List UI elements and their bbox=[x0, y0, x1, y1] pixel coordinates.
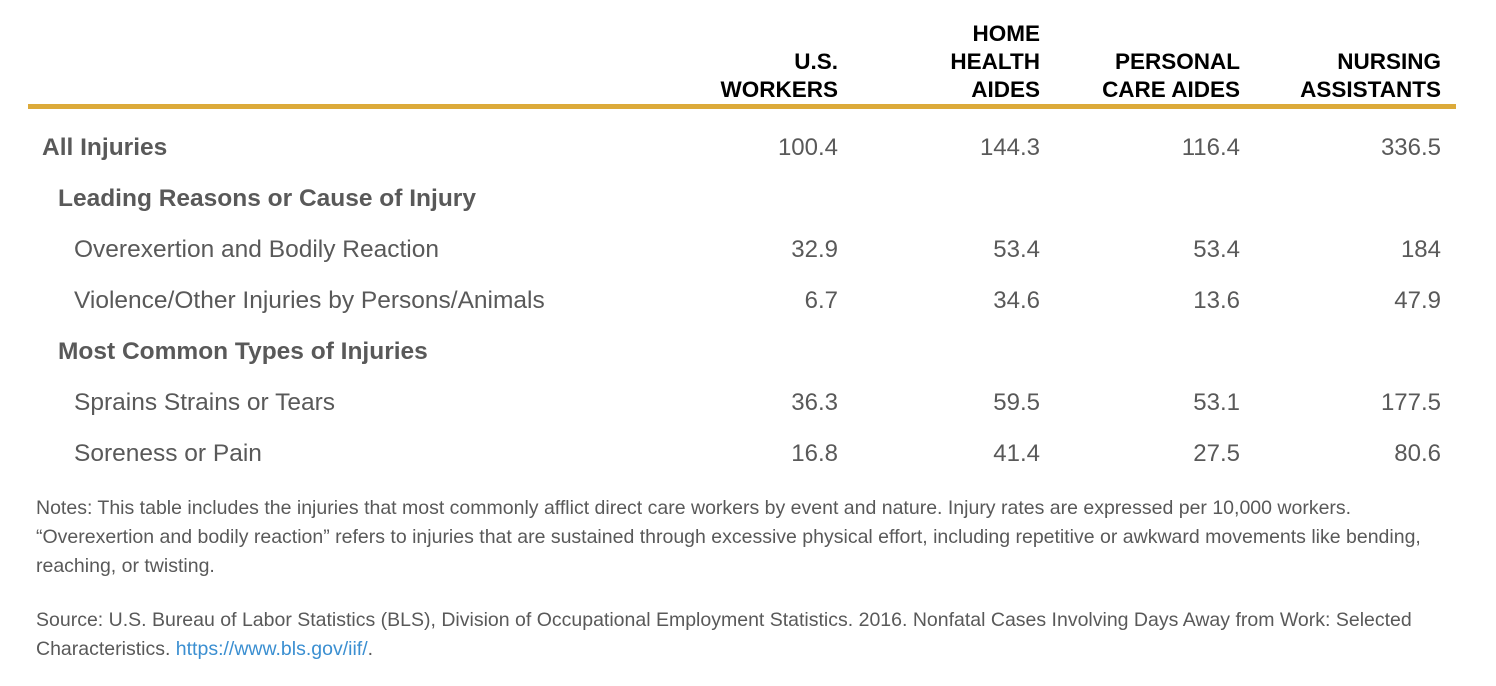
row-label: Sprains Strains or Tears bbox=[74, 389, 335, 416]
source-link[interactable]: https://www.bls.gov/iif/ bbox=[175, 638, 368, 660]
column-header-line: HEALTH bbox=[950, 49, 1040, 74]
table-notes: Notes: This table includes the injuries … bbox=[36, 497, 1421, 577]
cell-nursing-assistants: 177.5 bbox=[1380, 389, 1441, 416]
cell-us-workers: 36.3 bbox=[791, 389, 838, 416]
cell-personal-care-aides: 53.4 bbox=[1193, 236, 1240, 263]
cell-us-workers: 32.9 bbox=[791, 236, 838, 263]
cell-personal-care-aides: 53.1 bbox=[1193, 389, 1240, 416]
column-header-home-health-aides: HOME HEALTH AIDES bbox=[950, 20, 1040, 104]
table-row: Overexertion and Bodily Reaction 32.9 53.4… bbox=[0, 224, 1496, 275]
column-header-line: CARE AIDES bbox=[1102, 77, 1240, 102]
cell-home-health-aides: 144.3 bbox=[979, 134, 1040, 161]
column-header-personal-care-aides: PERSONAL CARE AIDES bbox=[1102, 20, 1240, 104]
cell-nursing-assistants: 47.9 bbox=[1394, 287, 1441, 314]
column-header-us-workers: U.S. WORKERS bbox=[721, 20, 839, 104]
table-section-row: Most Common Types of Injuries bbox=[0, 326, 1496, 377]
table-row: Soreness or Pain 16.8 41.4 27.5 80.6 bbox=[0, 428, 1496, 479]
source-text: Source: U.S. Bureau of Labor Statistics … bbox=[36, 609, 1412, 660]
source-trailing: . bbox=[367, 638, 374, 660]
cell-personal-care-aides: 116.4 bbox=[1181, 134, 1240, 161]
row-label: Overexertion and Bodily Reaction bbox=[74, 236, 439, 263]
row-label: All Injuries bbox=[42, 134, 168, 161]
cell-nursing-assistants: 80.6 bbox=[1394, 440, 1441, 467]
cell-us-workers: 6.7 bbox=[804, 287, 838, 314]
column-header-line: WORKERS bbox=[720, 77, 839, 102]
table-row: Violence/Other Injuries by Persons/Anima… bbox=[0, 275, 1496, 326]
cell-home-health-aides: 34.6 bbox=[993, 287, 1040, 314]
cell-nursing-assistants: 184 bbox=[1400, 236, 1441, 263]
row-label: Violence/Other Injuries by Persons/Anima… bbox=[74, 287, 545, 314]
cell-us-workers: 16.8 bbox=[791, 440, 838, 467]
cell-home-health-aides: 53.4 bbox=[993, 236, 1040, 263]
cell-nursing-assistants: 336.5 bbox=[1380, 134, 1441, 161]
cell-personal-care-aides: 27.5 bbox=[1193, 440, 1240, 467]
cell-home-health-aides: 41.4 bbox=[993, 440, 1040, 467]
cell-home-health-aides: 59.5 bbox=[993, 389, 1040, 416]
row-label: Soreness or Pain bbox=[74, 440, 262, 467]
column-header-line: U.S. bbox=[794, 49, 838, 74]
column-header-line: NURSING bbox=[1337, 49, 1441, 74]
table-source: Source: U.S. Bureau of Labor Statistics … bbox=[36, 606, 1466, 664]
injury-rates-table: U.S. WORKERS HOME HEALTH AIDES PERSONAL CARE A… bbox=[0, 20, 1496, 479]
table-section-row: Leading Reasons or Cause of Injury bbox=[0, 173, 1496, 224]
column-header-line: ASSISTANTS bbox=[1300, 77, 1441, 102]
column-header-line: PERSONAL bbox=[1114, 49, 1240, 74]
header-rule bbox=[28, 104, 1456, 109]
cell-personal-care-aides: 13.6 bbox=[1193, 287, 1240, 314]
row-label: Most Common Types of Injuries bbox=[58, 338, 428, 365]
table-row: Sprains Strains or Tears 36.3 59.5 53.1 177.… bbox=[0, 377, 1496, 428]
column-header-line: AIDES bbox=[971, 77, 1040, 102]
table-row: All Injuries 100.4 144.3 116.4 336.5 bbox=[0, 122, 1496, 173]
column-header-line: HOME bbox=[972, 21, 1041, 46]
column-header-nursing-assistants: NURSING ASSISTANTS bbox=[1300, 20, 1441, 104]
row-label: Leading Reasons or Cause of Injury bbox=[58, 185, 476, 212]
cell-us-workers: 100.4 bbox=[777, 134, 838, 161]
